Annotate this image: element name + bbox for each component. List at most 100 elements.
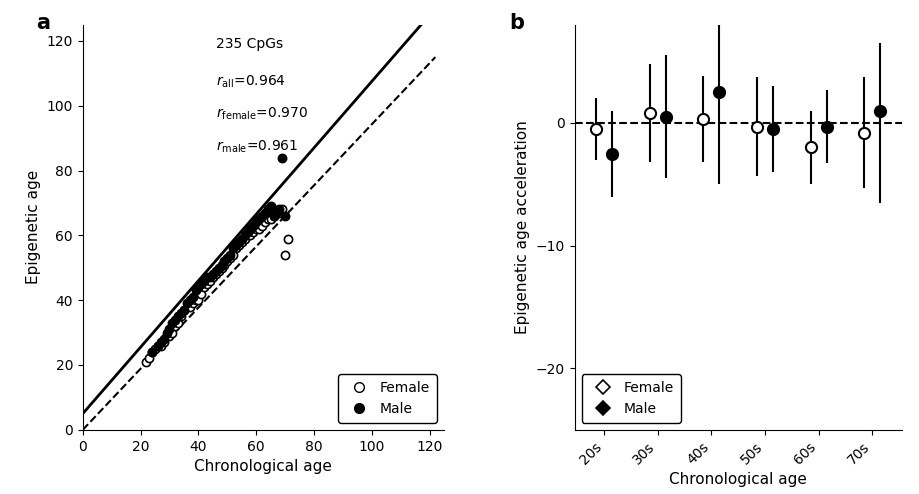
Point: [208, 270, 222, 278]
Point: [159, 329, 174, 336]
Point: [144, 348, 159, 356]
Point: [197, 283, 211, 291]
Point: [243, 225, 257, 233]
Point: [199, 280, 214, 288]
Text: $r_{\mathrm{female}}$=0.970: $r_{\mathrm{female}}$=0.970: [216, 106, 308, 122]
X-axis label: Chronological age: Chronological age: [668, 472, 806, 488]
Point: [202, 277, 217, 285]
Point: [268, 208, 283, 216]
Point: [272, 208, 287, 216]
Point: [162, 326, 176, 333]
Point: [139, 358, 153, 366]
Point: [153, 338, 168, 346]
Point: [214, 260, 229, 268]
Point: [252, 225, 267, 233]
Point: [199, 274, 214, 282]
Point: [222, 254, 237, 262]
Point: [240, 231, 255, 239]
Text: $r_{\mathrm{male}}$=0.961: $r_{\mathrm{male}}$=0.961: [216, 138, 299, 155]
Point: [151, 341, 165, 349]
Point: [245, 228, 260, 236]
Point: [211, 264, 226, 272]
Point: [257, 208, 272, 216]
Point: [217, 257, 232, 265]
Point: [266, 212, 280, 220]
Point: [228, 245, 243, 252]
Point: [217, 260, 232, 268]
Point: [275, 206, 289, 213]
Point: [260, 215, 275, 223]
Point: [191, 283, 206, 291]
Point: [174, 312, 188, 320]
Point: [165, 319, 179, 327]
Point: [182, 303, 197, 311]
Text: 235 CpGs: 235 CpGs: [216, 37, 283, 51]
Point: [194, 289, 209, 297]
Point: [162, 332, 176, 340]
Point: [205, 274, 220, 282]
Point: [225, 251, 240, 259]
Point: [211, 267, 226, 275]
Point: [243, 231, 257, 239]
Point: [174, 309, 188, 317]
Point: [185, 299, 199, 307]
X-axis label: Chronological age: Chronological age: [194, 459, 332, 474]
Point: [176, 306, 191, 314]
Point: [260, 206, 275, 213]
Point: [237, 235, 252, 243]
Point: [214, 264, 229, 272]
Point: [228, 241, 243, 249]
Point: [165, 329, 179, 336]
Point: [171, 312, 186, 320]
Point: [176, 306, 191, 314]
Point: [234, 235, 249, 243]
Point: [142, 355, 156, 363]
Point: [179, 303, 194, 311]
Point: [171, 319, 186, 327]
Point: [248, 225, 263, 233]
Point: [255, 212, 269, 220]
Point: [232, 241, 246, 249]
Point: [168, 322, 183, 330]
Point: [197, 277, 211, 285]
Point: [188, 296, 203, 304]
Point: [257, 218, 272, 226]
Point: [191, 296, 206, 304]
Point: [185, 293, 199, 301]
Text: a: a: [36, 12, 50, 33]
Point: [275, 154, 289, 162]
Point: [248, 218, 263, 226]
Point: [153, 341, 168, 349]
Y-axis label: Epigenetic age acceleration: Epigenetic age acceleration: [515, 121, 529, 334]
Point: [234, 238, 249, 246]
Point: [208, 267, 222, 275]
Point: [220, 257, 234, 265]
Point: [220, 254, 234, 262]
Y-axis label: Epigenetic age: Epigenetic age: [26, 170, 41, 285]
Point: [179, 299, 194, 307]
Point: [182, 296, 197, 304]
Point: [278, 251, 292, 259]
Text: $r_{\mathrm{all}}$=0.964: $r_{\mathrm{all}}$=0.964: [216, 73, 286, 90]
Point: [278, 212, 292, 220]
Point: [272, 206, 287, 213]
Point: [266, 212, 280, 220]
Point: [222, 251, 237, 259]
Point: [240, 228, 255, 236]
Point: [151, 341, 165, 349]
Point: [232, 238, 246, 246]
Point: [268, 208, 283, 216]
Point: [225, 245, 240, 252]
Point: [245, 222, 260, 230]
Point: [148, 345, 163, 353]
Point: [205, 270, 220, 278]
Point: [202, 274, 217, 282]
Point: [252, 215, 267, 223]
Point: [194, 280, 209, 288]
Legend: Female, Male: Female, Male: [338, 374, 437, 423]
Point: [263, 215, 278, 223]
Point: [237, 231, 252, 239]
Point: [144, 348, 159, 356]
Point: [156, 335, 171, 343]
Point: [263, 202, 278, 210]
